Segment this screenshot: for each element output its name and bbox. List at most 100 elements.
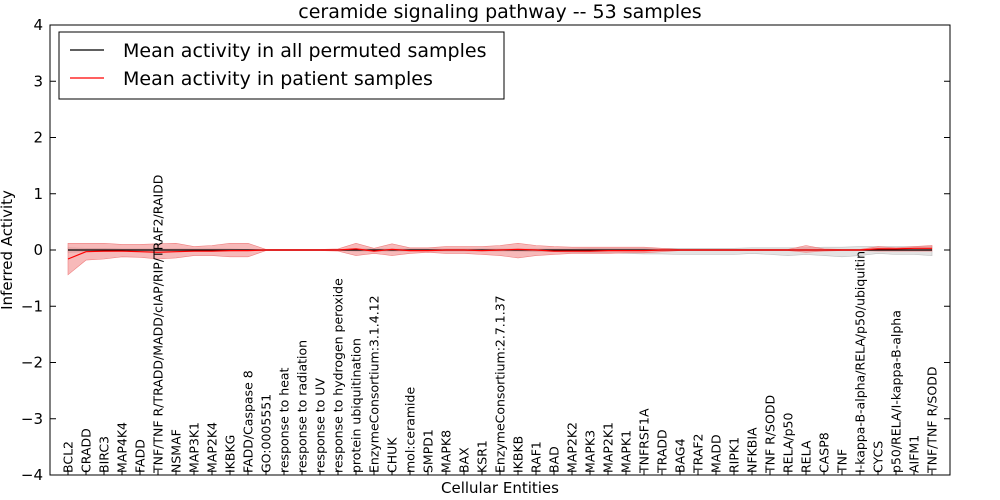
- point-series-1-4: [139, 250, 142, 253]
- xtick-label-31: MAPK1: [619, 430, 634, 473]
- legend-label-patient: Mean activity in patient samples: [123, 68, 433, 90]
- xtick-label-25: IKBKB: [511, 436, 526, 473]
- xtick-label-30: MAP2K1: [601, 422, 616, 473]
- xtick-label-11: GO:0005551: [259, 394, 274, 473]
- confidence-bands: [67, 242, 933, 276]
- point-series-1-13: [301, 249, 304, 252]
- point-series-1-37: [733, 249, 736, 252]
- point-series-1-23: [481, 249, 484, 252]
- point-series-1-0: [67, 258, 70, 261]
- point-series-1-15: [337, 249, 340, 252]
- xtick-label-18: CHUK: [385, 437, 400, 473]
- xtick-label-43: TNF: [835, 449, 850, 474]
- xtick-label-33: TRADD: [655, 429, 670, 474]
- chart-title: ceramide signaling pathway -- 53 samples: [298, 1, 701, 23]
- point-series-1-21: [445, 249, 448, 252]
- x-axis-ticks: BCL2 CRADD BIRC3 MAP4K4 FADD TNF/TNF R/TRADD/…: [61, 175, 940, 475]
- point-series-1-34: [679, 249, 682, 252]
- ytick-label-0: 4: [33, 16, 43, 34]
- xtick-label-23: KSR1: [475, 440, 490, 473]
- ytick-label-7: −3: [21, 410, 43, 428]
- point-series-1-32: [643, 249, 646, 252]
- xtick-label-24: EnzymeConsortium:2.7.1.37: [493, 295, 508, 473]
- point-series-1-48: [931, 247, 934, 250]
- point-series-1-19: [409, 249, 412, 252]
- xtick-label-5: TNF/TNF R/TRADD/MADD/cIAP/RIP/TRAF2/RAID…: [151, 175, 166, 474]
- xtick-label-7: MAP3K1: [187, 422, 202, 473]
- point-series-1-47: [913, 247, 916, 250]
- xtick-label-12: response to heat: [277, 367, 292, 473]
- point-series-0-0: [67, 249, 70, 252]
- point-series-1-20: [427, 249, 430, 252]
- xtick-label-32: TNFRSF1A: [637, 408, 652, 474]
- point-series-1-14: [319, 249, 322, 252]
- xtick-label-34: BAG4: [673, 438, 688, 473]
- point-series-1-18: [391, 248, 394, 251]
- xtick-label-9: IKBKG: [223, 435, 238, 473]
- xtick-label-42: CASP8: [817, 432, 832, 473]
- legend-label-permuted: Mean activity in all permuted samples: [123, 40, 486, 62]
- xtick-label-14: response to UV: [313, 378, 328, 473]
- xtick-label-4: FADD: [133, 439, 148, 473]
- xtick-label-26: RAF1: [529, 441, 544, 473]
- xtick-label-46: p50/RELA/I-kappa-B-alpha: [889, 310, 904, 473]
- point-series-1-17: [373, 250, 376, 253]
- point-series-1-41: [805, 249, 808, 252]
- point-series-1-35: [697, 249, 700, 252]
- xtick-label-28: MAP2K2: [565, 422, 580, 473]
- point-series-1-42: [823, 249, 826, 252]
- series-lines: [67, 247, 934, 261]
- xtick-label-44: I-kappa-B-alpha/RELA/p50/ubiquitin: [853, 251, 868, 473]
- xtick-label-16: protein ubiquitination: [349, 338, 364, 473]
- point-series-1-24: [499, 249, 502, 252]
- xtick-label-13: response to radiation: [295, 340, 310, 473]
- point-series-1-7: [193, 250, 196, 253]
- xtick-label-20: SMPD1: [421, 429, 436, 473]
- xtick-label-19: mol:ceramide: [403, 387, 418, 473]
- point-series-1-28: [571, 250, 574, 253]
- point-series-1-29: [589, 250, 592, 253]
- ytick-label-1: 3: [33, 72, 43, 90]
- xtick-label-15: response to hydrogen peroxide: [331, 278, 346, 473]
- xtick-label-36: MADD: [709, 434, 724, 473]
- point-series-1-27: [553, 250, 556, 253]
- band-series-1: [67, 242, 933, 276]
- xtick-label-10: FADD/Caspase 8: [241, 370, 256, 473]
- xtick-label-21: MAPK8: [439, 430, 454, 473]
- point-series-1-3: [121, 250, 124, 253]
- xtick-label-39: TNF R/SODD: [763, 395, 778, 474]
- ytick-label-3: 1: [33, 185, 43, 203]
- ytick-label-2: 2: [33, 129, 43, 147]
- point-series-1-43: [841, 249, 844, 252]
- point-series-1-33: [661, 249, 664, 252]
- point-series-1-30: [607, 249, 610, 252]
- point-series-1-9: [229, 249, 232, 252]
- xtick-label-47: AIFM1: [907, 435, 922, 473]
- point-series-1-26: [535, 249, 538, 252]
- xtick-label-45: CYCS: [871, 441, 886, 473]
- point-series-1-16: [355, 247, 358, 250]
- ytick-label-8: −4: [21, 466, 43, 484]
- xtick-label-22: BAX: [457, 447, 472, 473]
- y-axis-label: Inferred Activity: [0, 190, 16, 310]
- xtick-label-35: TRAF2: [691, 433, 706, 474]
- point-series-1-38: [751, 249, 754, 252]
- point-series-1-45: [877, 247, 880, 250]
- xtick-label-6: NSMAF: [169, 429, 184, 473]
- point-series-1-36: [715, 249, 718, 252]
- xtick-label-37: RIPK1: [727, 437, 742, 473]
- ytick-label-5: −1: [21, 297, 43, 315]
- point-series-1-1: [85, 250, 88, 253]
- xtick-label-1: CRADD: [79, 428, 94, 473]
- xtick-label-0: BCL2: [61, 441, 76, 473]
- xtick-label-2: BIRC3: [97, 436, 112, 473]
- ytick-label-4: 0: [33, 241, 43, 259]
- legend: Mean activity in all permuted samples Me…: [58, 31, 505, 100]
- point-series-1-39: [769, 249, 772, 252]
- xtick-label-40: RELA/p50: [781, 413, 796, 473]
- x-axis-label: Cellular Entities: [441, 479, 559, 497]
- point-series-1-40: [787, 249, 790, 252]
- point-series-1-25: [517, 248, 520, 251]
- line-series-1: [67, 247, 932, 260]
- xtick-label-38: NFKBIA: [745, 427, 760, 473]
